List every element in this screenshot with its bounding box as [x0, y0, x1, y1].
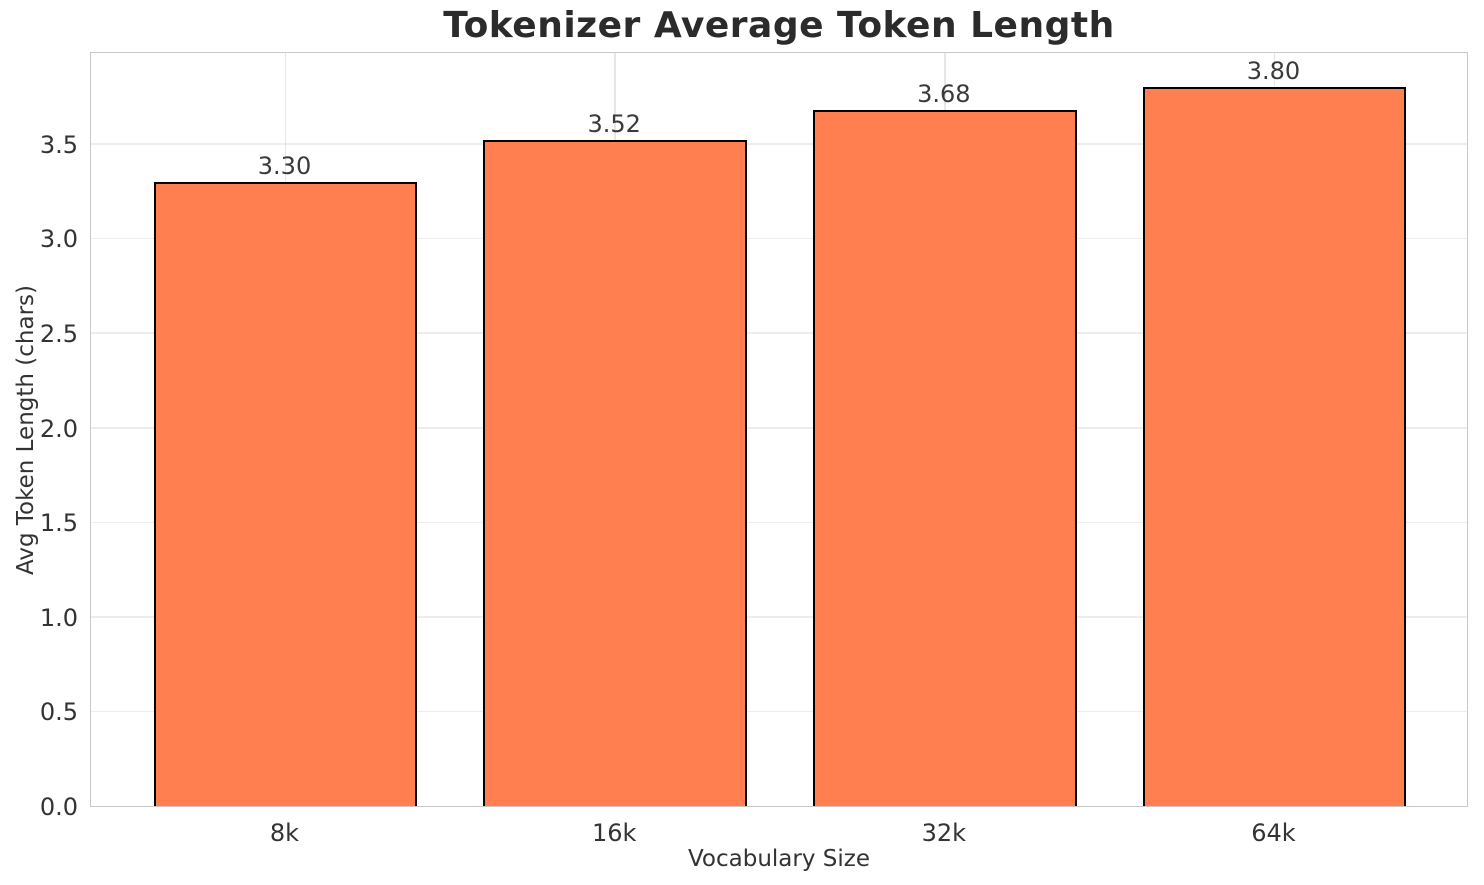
y-tick-label-2.0: 2.0	[39, 414, 78, 443]
bar-8k	[153, 181, 418, 806]
gridline-y-3.5	[91, 143, 1467, 145]
bar-value-label-16k: 3.52	[587, 109, 641, 138]
y-tick-label-3.0: 3.0	[39, 225, 78, 254]
gridline-y-2.0	[91, 427, 1467, 429]
x-tick-label-32k: 32k	[921, 819, 967, 847]
x-axis-label: Vocabulary Size	[687, 846, 870, 872]
y-axis-label: Avg Token Length (chars)	[13, 284, 39, 576]
gridline-y-0.5	[91, 710, 1467, 713]
bar-16k	[483, 139, 748, 806]
y-tick-label-1.5: 1.5	[39, 509, 78, 538]
y-tick-label-0.5: 0.5	[39, 698, 78, 727]
bar-value-label-32k: 3.68	[917, 79, 971, 108]
y-tick-label-1.0: 1.0	[39, 603, 78, 632]
chart-title: Tokenizer Average Token Length	[443, 5, 1115, 46]
y-tick-label-0.0: 0.0	[39, 793, 78, 821]
x-tick-label-8k: 8k	[269, 819, 300, 847]
x-tick-label-64k: 64k	[1251, 819, 1296, 847]
gridline-y-1.5	[91, 521, 1467, 524]
bar-value-label-8k: 3.30	[257, 151, 312, 180]
x-tick-label-16k: 16k	[591, 819, 637, 847]
gridline-y-2.5	[91, 332, 1467, 334]
bar-value-label-64k: 3.80	[1246, 56, 1301, 85]
y-tick-label-2.5: 2.5	[39, 319, 78, 348]
y-tick-label-3.5: 3.5	[39, 130, 78, 159]
gridline-y-3.0	[91, 237, 1467, 240]
bar-64k	[1142, 86, 1407, 806]
plot-area	[90, 52, 1468, 807]
gridline-y-1.0	[91, 616, 1467, 618]
bar-32k	[812, 109, 1077, 806]
